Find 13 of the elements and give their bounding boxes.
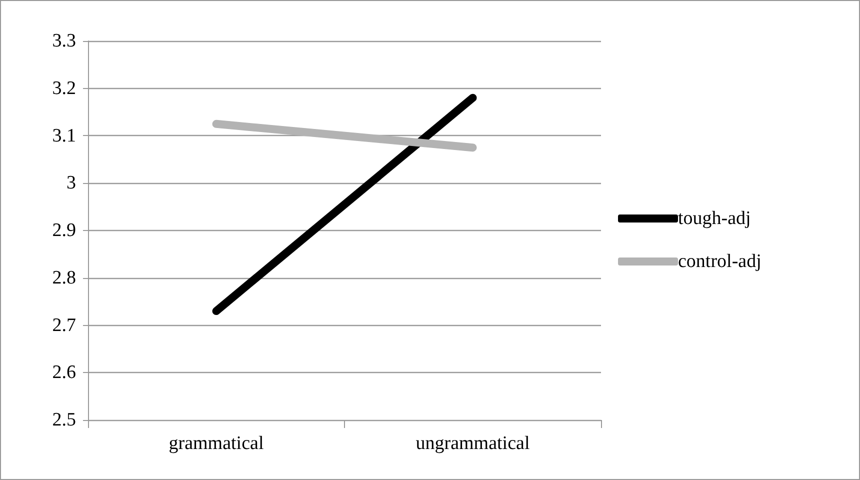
legend-label: control-adj xyxy=(678,251,762,272)
y-tick-label: 3.3 xyxy=(52,30,76,52)
x-tick-label: grammatical xyxy=(168,433,264,454)
y-tick-label: 3 xyxy=(66,172,76,194)
y-tick-label: 2.7 xyxy=(52,314,76,336)
y-tick-label: 2.9 xyxy=(52,220,76,241)
x-tick-label: ungrammatical xyxy=(416,433,530,454)
legend-label: tough-adj xyxy=(678,208,751,229)
y-tick-label: 2.8 xyxy=(52,267,76,288)
y-tick-label: 3.2 xyxy=(52,78,76,99)
y-tick-label: 2.6 xyxy=(52,362,76,384)
y-tick-label: 2.5 xyxy=(52,410,76,430)
y-tick-label: 3.1 xyxy=(52,125,76,146)
